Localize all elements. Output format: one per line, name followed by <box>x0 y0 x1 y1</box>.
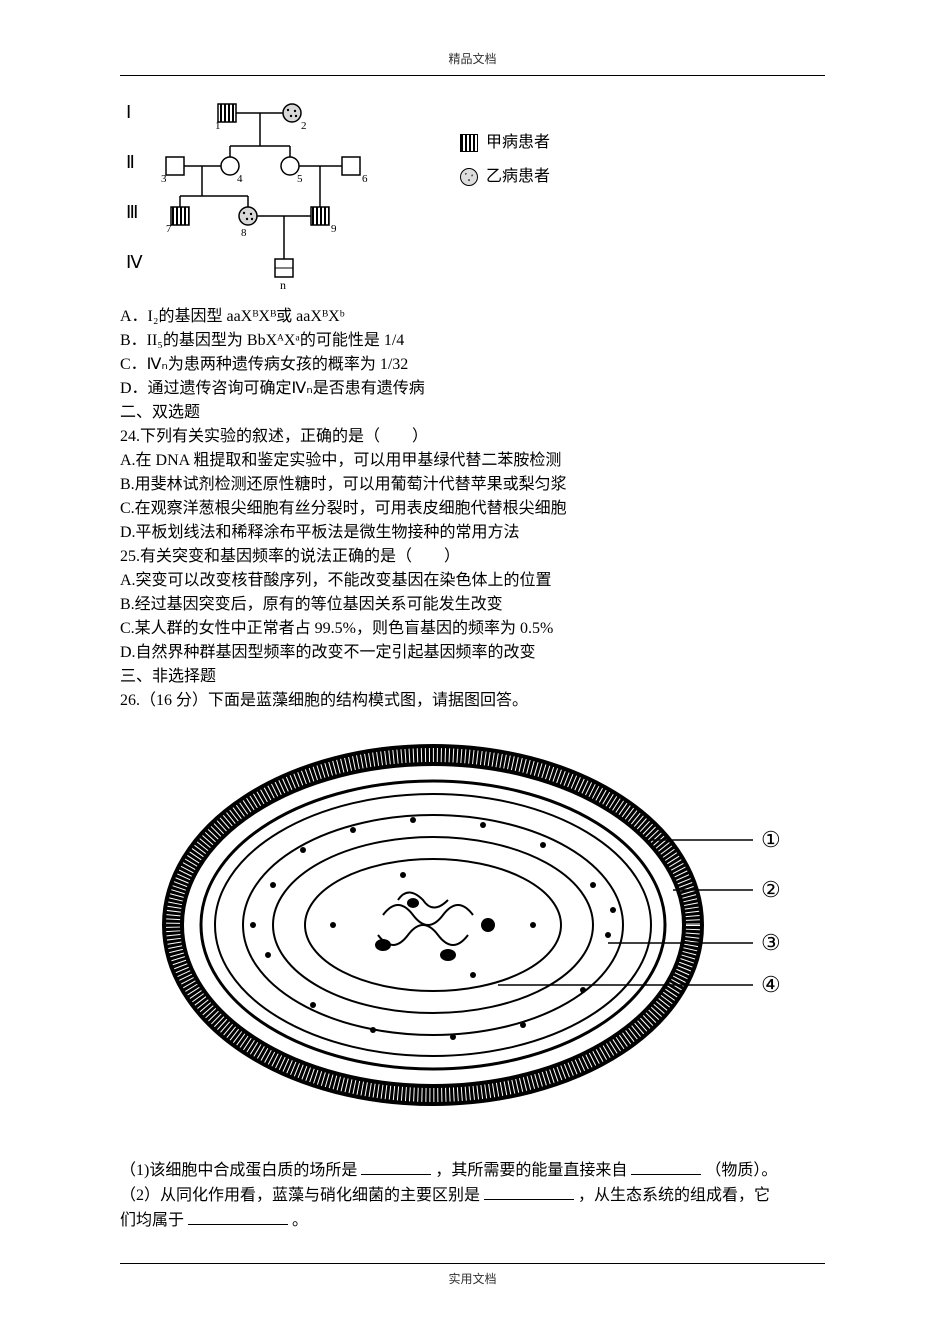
dotted-circle-icon <box>460 168 478 186</box>
person-II6: 6 <box>342 157 368 185</box>
q25-D: D.自然界种群基因型频率的改变不一定引起基因频率的改变 <box>120 641 825 665</box>
question-text-block: A．I₂的基因型 aaXᴮXᴮ或 aaXᴮXᵇ B．II₅的基因型为 BbXᴬX… <box>120 305 825 713</box>
q26-sub1-a: （1)该细胞中合成蛋白质的场所是 <box>120 1162 357 1179</box>
q26-sub2: （2）从同化作用看，蓝藻与硝化细菌的主要区别是 ，从生态系统的组成看，它 <box>120 1183 825 1208</box>
person-IVn: n <box>275 259 293 291</box>
person-III9: 9 <box>311 207 337 235</box>
q26-sub2-line2: 们均属于 。 <box>120 1208 825 1233</box>
person-III7: 7 <box>166 207 189 235</box>
choice-23D: D．通过遗传咨询可确定Ⅳₙ是否患有遗传病 <box>120 377 825 401</box>
q25-stem: 25.有关突变和基因频率的说法正确的是（ ） <box>120 545 825 569</box>
legend-row-b: 乙病患者 <box>460 160 550 194</box>
page-footer: 实用文档 <box>120 1263 825 1287</box>
q26-sub2-c: 们均属于 <box>120 1212 184 1229</box>
header-rule <box>120 75 825 76</box>
q26-sub1-b: ，其所需要的能量直接来自 <box>435 1162 627 1179</box>
svg-text:n: n <box>280 278 286 291</box>
svg-text:8: 8 <box>241 227 247 239</box>
footer-rule <box>120 1263 825 1264</box>
page-content: 精品文档 Ⅰ Ⅱ Ⅲ Ⅳ 1 2 <box>120 50 825 1287</box>
q26-sub2-b: ，从生态系统的组成看，它 <box>578 1187 770 1204</box>
gen-label-1: Ⅰ <box>126 102 131 122</box>
cell-label-4: ④ <box>761 972 781 997</box>
svg-text:9: 9 <box>331 223 337 235</box>
footer-text: 实用文档 <box>448 1272 496 1286</box>
gen-label-2: Ⅱ <box>126 152 135 172</box>
gen-label-4: Ⅳ <box>126 252 143 272</box>
q26-sub2-a: （2）从同化作用看，蓝藻与硝化细菌的主要区别是 <box>120 1187 480 1204</box>
choice-23C: C．Ⅳₙ为患两种遗传病女孩的概率为 1/32 <box>120 353 825 377</box>
q26-stem: 26.（16 分）下面是蓝藻细胞的结构模式图，请据图回答。 <box>120 689 825 713</box>
cell-label-3: ③ <box>761 930 781 955</box>
svg-text:4: 4 <box>237 173 243 185</box>
section-2-heading: 二、双选题 <box>120 401 825 425</box>
legend-label-a: 甲病患者 <box>486 126 550 160</box>
gen-label-3: Ⅲ <box>126 202 138 222</box>
svg-text:2: 2 <box>301 120 307 132</box>
q26-sub1: （1)该细胞中合成蛋白质的场所是 ，其所需要的能量直接来自 （物质）。 <box>120 1158 825 1183</box>
person-II3: 3 <box>161 157 184 185</box>
pedigree-legend: 甲病患者 乙病患者 <box>460 126 550 194</box>
page-header: 精品文档 <box>120 50 825 67</box>
q25-C: C.某人群的女性中正常者占 99.5%，则色盲基因的频率为 0.5% <box>120 617 825 641</box>
svg-text:3: 3 <box>161 173 167 185</box>
person-I1: 1 <box>215 104 236 132</box>
pedigree-figure-wrap: Ⅰ Ⅱ Ⅲ Ⅳ 1 2 3 <box>120 96 825 291</box>
cell-label-2: ② <box>761 877 781 902</box>
hatched-square-icon <box>460 134 478 152</box>
q24-D: D.平板划线法和稀释涂布平板法是微生物接种的常用方法 <box>120 521 825 545</box>
person-II5: 5 <box>281 157 303 185</box>
q24-A: A.在 DNA 粗提取和鉴定实验中，可以用甲基绿代替二苯胺检测 <box>120 449 825 473</box>
cell-diagram: ① ② ③ ④ <box>120 725 825 1130</box>
legend-label-b: 乙病患者 <box>486 160 550 194</box>
person-III8: 8 <box>239 207 257 239</box>
q24-stem: 24.下列有关实验的叙述，正确的是（ ） <box>120 425 825 449</box>
blank-3 <box>484 1183 574 1200</box>
blank-2 <box>631 1158 701 1175</box>
blank-1 <box>361 1158 431 1175</box>
pedigree-chart: Ⅰ Ⅱ Ⅲ Ⅳ 1 2 3 <box>120 96 420 291</box>
svg-text:6: 6 <box>362 173 368 185</box>
person-I2: 2 <box>283 104 307 132</box>
choice-23A: A．I₂的基因型 aaXᴮXᴮ或 aaXᴮXᵇ <box>120 305 825 329</box>
svg-text:1: 1 <box>215 120 221 132</box>
blank-4 <box>188 1208 288 1225</box>
q25-A: A.突变可以改变核苷酸序列，不能改变基因在染色体上的位置 <box>120 569 825 593</box>
svg-text:7: 7 <box>166 223 172 235</box>
q24-C: C.在观察洋葱根尖细胞有丝分裂时，可用表皮细胞代替根尖细胞 <box>120 497 825 521</box>
q26-subquestions: （1)该细胞中合成蛋白质的场所是 ，其所需要的能量直接来自 （物质）。 （2）从… <box>120 1158 825 1233</box>
cell-label-1: ① <box>761 827 781 852</box>
svg-text:5: 5 <box>297 173 303 185</box>
section-3-heading: 三、非选择题 <box>120 665 825 689</box>
legend-row-a: 甲病患者 <box>460 126 550 160</box>
person-II4: 4 <box>221 157 243 185</box>
q25-B: B.经过基因突变后，原有的等位基因关系可能发生改变 <box>120 593 825 617</box>
q26-sub2-d: 。 <box>292 1212 308 1229</box>
q26-sub1-c: （物质）。 <box>705 1162 777 1179</box>
choice-23B: B．II₅的基因型为 BbXᴬXᵃ的可能性是 1/4 <box>120 329 825 353</box>
q24-B: B.用斐林试剂检测还原性糖时，可以用葡萄汁代替苹果或梨匀浆 <box>120 473 825 497</box>
